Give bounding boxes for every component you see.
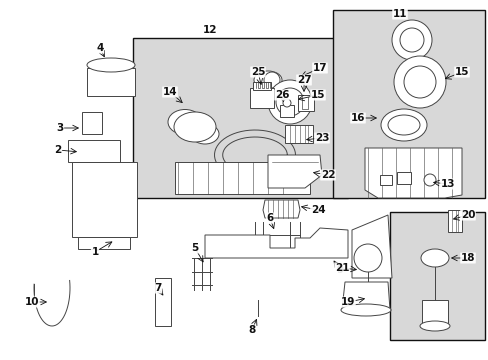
Text: 3: 3 xyxy=(56,123,63,133)
Text: 15: 15 xyxy=(310,90,325,100)
Circle shape xyxy=(393,56,445,108)
Text: 16: 16 xyxy=(350,113,365,123)
Circle shape xyxy=(399,28,423,52)
Text: 25: 25 xyxy=(250,67,264,77)
Ellipse shape xyxy=(87,58,135,72)
Text: 10: 10 xyxy=(25,297,39,307)
Text: 24: 24 xyxy=(310,205,325,215)
Bar xyxy=(72,162,137,237)
Circle shape xyxy=(403,66,435,98)
Bar xyxy=(133,38,347,198)
Text: 8: 8 xyxy=(248,325,255,335)
Text: 17: 17 xyxy=(312,63,326,73)
Polygon shape xyxy=(341,282,389,310)
Ellipse shape xyxy=(253,71,282,89)
Bar xyxy=(447,210,461,232)
Circle shape xyxy=(353,244,381,272)
Text: 6: 6 xyxy=(266,213,273,223)
Ellipse shape xyxy=(380,109,426,141)
Text: 15: 15 xyxy=(454,67,468,77)
Ellipse shape xyxy=(174,112,216,142)
Text: 18: 18 xyxy=(460,253,474,263)
Bar xyxy=(78,237,130,249)
Text: 1: 1 xyxy=(91,247,99,257)
Bar xyxy=(285,125,312,143)
Polygon shape xyxy=(263,200,299,218)
Bar xyxy=(297,95,313,111)
Text: 11: 11 xyxy=(392,9,407,19)
Text: 2: 2 xyxy=(54,145,61,155)
Text: 14: 14 xyxy=(163,87,177,97)
Ellipse shape xyxy=(419,321,449,331)
Bar xyxy=(396,172,410,184)
Bar xyxy=(421,300,447,326)
Ellipse shape xyxy=(387,115,419,135)
Text: 9: 9 xyxy=(336,265,343,275)
Text: 26: 26 xyxy=(274,90,289,100)
Bar xyxy=(175,162,309,194)
Bar xyxy=(82,112,102,134)
Ellipse shape xyxy=(168,109,202,135)
Text: 27: 27 xyxy=(296,75,311,85)
Text: 5: 5 xyxy=(191,243,198,253)
Bar xyxy=(249,88,273,108)
Text: 21: 21 xyxy=(334,263,348,273)
Polygon shape xyxy=(351,215,391,278)
Polygon shape xyxy=(364,148,461,198)
Bar xyxy=(252,82,270,90)
Text: 7: 7 xyxy=(154,283,162,293)
Bar xyxy=(87,68,135,96)
Bar xyxy=(332,10,484,198)
Text: 19: 19 xyxy=(340,297,354,307)
Circle shape xyxy=(264,72,280,88)
Circle shape xyxy=(423,174,435,186)
Text: 4: 4 xyxy=(96,43,103,53)
Polygon shape xyxy=(267,155,321,188)
Bar xyxy=(389,212,484,340)
Ellipse shape xyxy=(191,124,219,144)
Bar xyxy=(155,278,171,326)
Bar xyxy=(280,105,293,117)
Bar xyxy=(379,175,391,185)
Circle shape xyxy=(275,88,304,116)
Circle shape xyxy=(391,20,431,60)
Bar xyxy=(354,292,380,310)
Text: 23: 23 xyxy=(314,133,328,143)
Ellipse shape xyxy=(340,304,390,316)
Circle shape xyxy=(283,99,290,107)
Text: 12: 12 xyxy=(203,25,217,35)
Bar xyxy=(68,140,120,162)
Ellipse shape xyxy=(420,249,448,267)
Text: 22: 22 xyxy=(320,170,335,180)
Circle shape xyxy=(267,80,311,124)
Text: 20: 20 xyxy=(460,210,474,220)
Polygon shape xyxy=(204,228,347,258)
Text: 13: 13 xyxy=(440,179,454,189)
